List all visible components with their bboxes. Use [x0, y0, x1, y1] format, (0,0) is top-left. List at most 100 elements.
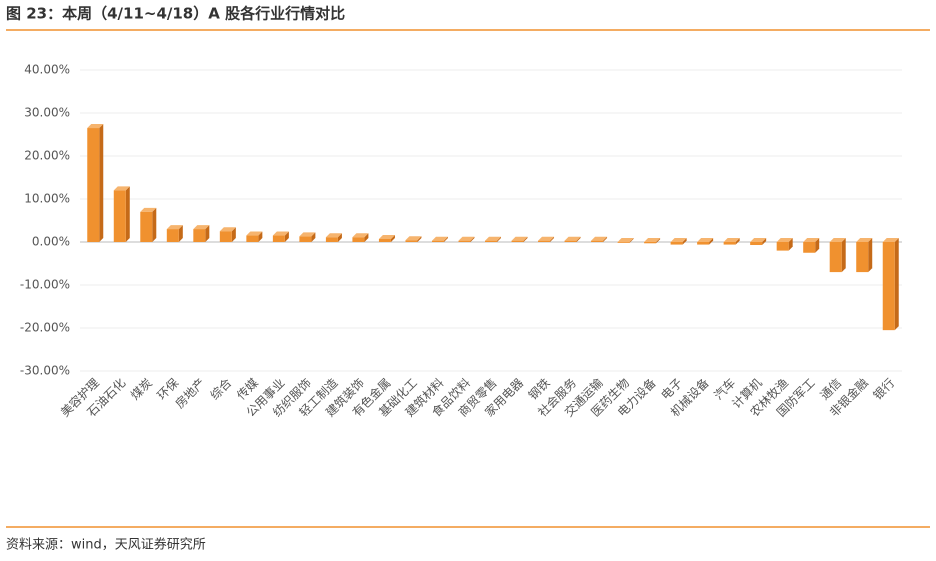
- bar-top: [113, 186, 130, 191]
- bar-side: [550, 236, 555, 242]
- bar-side: [709, 238, 714, 245]
- bar-side: [523, 236, 528, 242]
- bar-top: [272, 231, 289, 236]
- bar: [352, 237, 365, 242]
- y-tick-label: -20.00%: [20, 321, 70, 335]
- bar-top: [299, 232, 316, 237]
- bar-top: [882, 238, 899, 242]
- bar-top: [485, 236, 501, 241]
- bar-top: [803, 238, 820, 242]
- bar-top: [617, 238, 634, 242]
- y-tick-label: 20.00%: [24, 149, 70, 163]
- x-tick-label: 煤炭: [128, 376, 155, 403]
- bar-top: [378, 234, 395, 239]
- bar: [697, 242, 710, 245]
- y-tick-label: 30.00%: [24, 106, 70, 120]
- bar-side: [443, 236, 448, 242]
- bar-top: [723, 238, 740, 242]
- bar-side: [868, 238, 873, 273]
- bar: [829, 242, 842, 273]
- bar-top: [644, 238, 661, 242]
- bar-side: [231, 227, 236, 242]
- bar-top: [750, 238, 767, 242]
- y-tick-label: -10.00%: [20, 278, 70, 292]
- bar: [166, 229, 179, 242]
- bar-top: [87, 124, 104, 129]
- bar-top: [670, 238, 687, 242]
- bar-top: [405, 236, 422, 241]
- bar: [405, 240, 418, 242]
- bar: [299, 236, 312, 242]
- bar-side: [99, 124, 104, 242]
- bar-side: [125, 186, 130, 242]
- bar-top: [166, 225, 183, 230]
- bar: [750, 242, 763, 246]
- y-tick-label: -30.00%: [20, 364, 70, 378]
- bar-side: [735, 238, 740, 245]
- bar-side: [762, 238, 767, 246]
- bar: [856, 242, 869, 273]
- bar-side: [603, 236, 608, 242]
- bar-side: [470, 236, 475, 242]
- bar-side: [258, 231, 263, 242]
- x-tick-label: 房地产: [172, 375, 208, 411]
- bar: [564, 240, 577, 242]
- bar: [272, 235, 285, 242]
- bar: [325, 237, 338, 242]
- y-tick-label: 10.00%: [24, 192, 70, 206]
- bar-side: [152, 207, 157, 242]
- bar-side: [417, 236, 422, 242]
- y-tick-label: 40.00%: [24, 63, 70, 77]
- bar: [113, 190, 126, 242]
- bar-top: [856, 238, 873, 242]
- bar: [776, 242, 789, 251]
- y-tick-label: 0.00%: [32, 235, 70, 249]
- bar-side: [390, 234, 395, 242]
- bar-top: [352, 233, 369, 238]
- bar-top: [591, 236, 608, 241]
- bar: [882, 242, 895, 331]
- bar-side: [815, 238, 820, 253]
- bar: [246, 235, 259, 242]
- bar-side: [629, 238, 634, 243]
- bar: [538, 240, 551, 242]
- bar: [644, 242, 657, 244]
- bar: [219, 231, 232, 242]
- x-tick-label: 银行: [870, 376, 897, 403]
- bar-top: [431, 236, 448, 241]
- bar-side: [841, 238, 846, 273]
- bar: [617, 242, 630, 243]
- bar-top: [458, 236, 475, 241]
- bar-top: [325, 233, 342, 238]
- bar: [803, 242, 816, 253]
- bar: [485, 240, 497, 242]
- bar: [378, 238, 391, 242]
- bar-side: [311, 232, 316, 242]
- bar-side: [364, 233, 369, 242]
- bar: [140, 211, 153, 242]
- bar: [458, 240, 471, 242]
- bar-top: [140, 207, 157, 212]
- bar: [431, 240, 444, 242]
- bar-top: [246, 231, 263, 236]
- x-tick-label: 综合: [207, 375, 235, 403]
- bar-side: [284, 231, 289, 242]
- page-title: 图 23：本周（4/11~4/18）A 股各行业行情对比: [6, 5, 345, 23]
- bar: [87, 128, 100, 242]
- bar-top: [564, 236, 581, 241]
- bar-top: [219, 227, 236, 232]
- bar-side: [788, 238, 793, 251]
- bar: [591, 240, 604, 242]
- bar-side: [178, 225, 183, 242]
- bar-side: [682, 238, 687, 245]
- bar-side: [656, 238, 661, 244]
- bar: [193, 229, 206, 242]
- bar-top: [776, 238, 793, 242]
- bar-top: [829, 238, 846, 242]
- bar-side: [337, 233, 342, 242]
- bar-top: [538, 236, 555, 241]
- bar-side: [576, 236, 581, 242]
- source-note: 资料来源：wind，天风证券研究所: [6, 537, 206, 553]
- bar-top: [697, 238, 714, 242]
